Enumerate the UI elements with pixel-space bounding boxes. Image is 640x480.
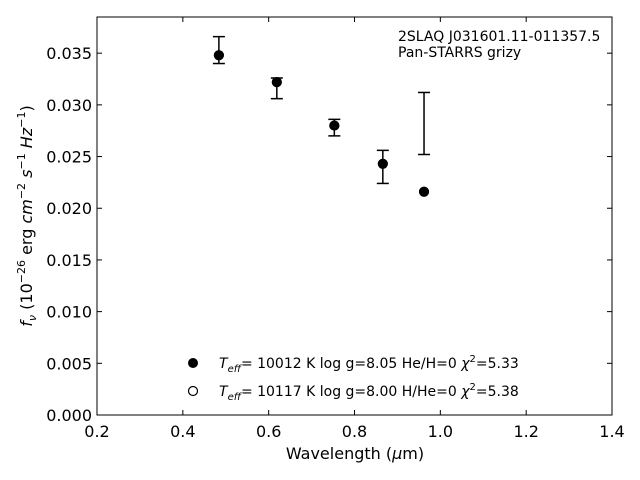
model-point-open-3 (377, 158, 388, 169)
error-bars (212, 35, 431, 185)
y-tick-label: 0.025 (46, 148, 92, 167)
x-tick-label: 0.4 (170, 422, 195, 441)
y-tick-label: 0.000 (46, 406, 92, 425)
legend-label-open: Teff= 10117 K log g=8.00 H/He=0 χ2=5.38 (219, 382, 519, 403)
annotation-object-name: 2SLAQ J031601.11-011357.5 (398, 29, 600, 45)
model-point-open-1 (271, 77, 282, 88)
legend: Teff= 10012 K log g=8.05 He/H=0 χ2=5.33 … (187, 354, 519, 403)
x-tick-label: 1.2 (513, 422, 538, 441)
x-tick-label: 1.0 (428, 422, 453, 441)
legend-marker-filled (188, 358, 198, 368)
annotation-survey-name: Pan-STARRS grizy (398, 45, 521, 61)
y-axis-label: fν (10−26 erg cm−2 s−1 Hz−1) (15, 105, 39, 326)
x-tick-label: 0.8 (342, 422, 367, 441)
x-tick-label: 1.4 (599, 422, 624, 441)
x-tick-label: 0.2 (84, 422, 109, 441)
y-tick-label: 0.030 (46, 96, 92, 115)
y-tick-label: 0.020 (46, 199, 92, 218)
legend-label-filled: Teff= 10012 K log g=8.05 He/H=0 χ2=5.33 (219, 354, 519, 375)
data-points (213, 50, 430, 197)
y-tick-labels: 0.000 0.005 0.010 0.015 0.020 0.025 0.030 0.035 (46, 44, 92, 425)
axis-ticks (96, 17, 613, 416)
legend-marker-open (187, 385, 199, 397)
y-tick-label: 0.005 (46, 354, 92, 373)
plot-area (96, 16, 613, 416)
model-point-open-2 (329, 120, 340, 131)
model-point-open-4 (418, 186, 430, 197)
model-point-open-0 (213, 50, 224, 61)
x-tick-labels: 0.2 0.4 0.6 0.8 1.0 1.2 1.4 (84, 422, 624, 441)
y-tick-label: 0.015 (46, 251, 92, 270)
y-tick-label: 0.010 (46, 303, 92, 322)
y-tick-label: 0.035 (46, 44, 92, 63)
x-axis-label: Wavelength (μm) (286, 444, 424, 463)
x-tick-label: 0.6 (256, 422, 281, 441)
